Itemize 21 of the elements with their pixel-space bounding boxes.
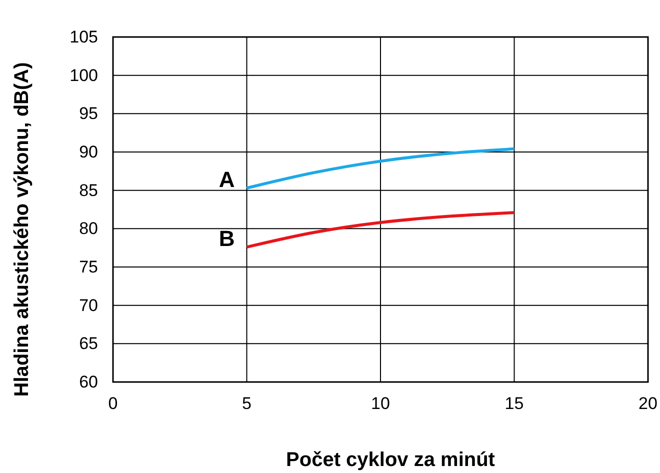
x-tick-label: 0 (108, 394, 118, 414)
y-tick-label: 100 (70, 66, 98, 85)
x-tick-label: 10 (371, 394, 390, 414)
y-tick-label: 80 (79, 219, 98, 238)
x-tick-label: 20 (638, 394, 658, 414)
x-tick-label: 15 (504, 394, 524, 414)
line-series (245, 211, 516, 249)
series-label: B (218, 226, 235, 252)
y-tick-label: 70 (79, 296, 98, 315)
y-tick-label: 60 (79, 372, 98, 392)
x-axis-title: Počet cyklov za minút (286, 449, 496, 471)
y-tick-label: 95 (79, 104, 98, 124)
line-series (245, 147, 516, 190)
y-axis-title: Hladina akustického výkonu, dB(A) (11, 62, 33, 397)
x-tick-label: 5 (242, 394, 252, 414)
series-label: A (218, 167, 235, 192)
y-tick-label: 85 (79, 180, 98, 200)
y-tick-label: 75 (79, 257, 98, 276)
y-tick-label: 65 (79, 334, 98, 354)
y-tick-label: 90 (79, 142, 98, 162)
y-tick-label: 105 (70, 27, 98, 46)
